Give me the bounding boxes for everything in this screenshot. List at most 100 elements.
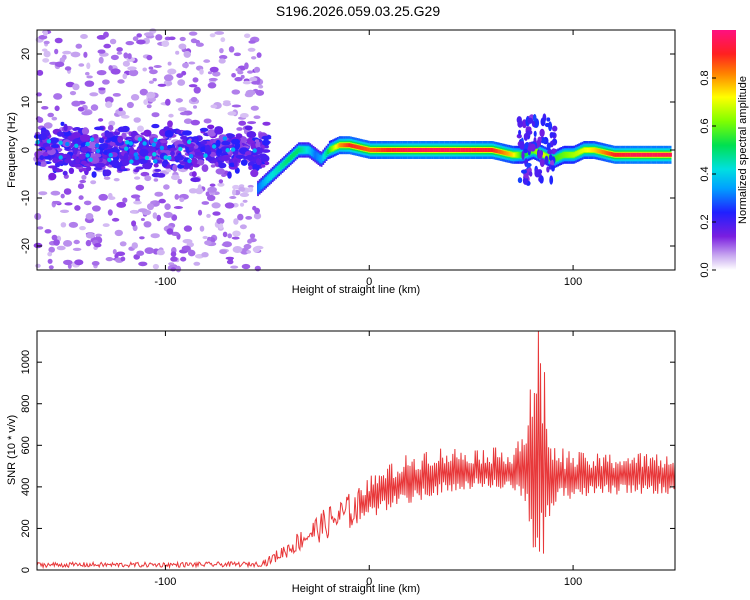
spectrogram-ridge-core xyxy=(635,152,637,157)
spectrogram-noise-cell xyxy=(252,205,257,211)
spectrogram-ridge-core xyxy=(291,154,293,159)
spectrogram-noise-cell xyxy=(202,235,208,240)
spectrogram-noise-cell xyxy=(103,176,111,180)
spectrogram-disturbance-cell xyxy=(539,128,545,138)
spectrogram-ridge-core xyxy=(292,153,294,157)
spectrogram-ridge-core xyxy=(463,148,466,152)
spectrogram-ridge-core xyxy=(323,154,325,159)
spectrogram-ridge-core xyxy=(614,152,616,157)
spectrogram-ridge-core xyxy=(364,146,367,151)
spectrogram-ridge-core xyxy=(411,148,413,152)
spectrogram-ridge-core xyxy=(454,148,456,152)
spectrogram-noise-cell xyxy=(36,69,44,76)
spectrogram-noise-cell xyxy=(157,83,167,87)
spectrogram-ridge-core xyxy=(380,148,383,152)
spectrogram-ridge-core xyxy=(665,152,667,157)
spectrogram-noise-cell xyxy=(42,58,50,63)
spectrogram-ridge-core xyxy=(408,148,411,152)
colorbar-tick-label: 0.6 xyxy=(699,118,711,133)
spectrogram-band-cell xyxy=(52,165,58,172)
spectrogram-noise-cell xyxy=(103,43,111,49)
spectrogram-noise-cell xyxy=(138,261,148,267)
spectrogram-band-peak xyxy=(167,155,172,161)
colorbar-gradient xyxy=(712,30,736,270)
spectrogram-noise-cell xyxy=(253,66,261,73)
spectrogram-ridge-core xyxy=(613,152,615,157)
spectrogram-band-cell xyxy=(63,123,68,132)
spectrogram-disturbance-cell xyxy=(548,154,553,161)
spectrogram-band-cell xyxy=(86,166,92,172)
spectrogram-noise-cell xyxy=(247,47,256,52)
spectrogram-noise-cell xyxy=(54,37,63,44)
spectrogram-ridge-core xyxy=(341,143,343,148)
spectrogram-noise-cell xyxy=(165,98,171,106)
spectrogram-ridge-core xyxy=(509,152,511,157)
spectrogram-ridge-core xyxy=(290,155,292,160)
spectrogram-ridge-core xyxy=(457,148,460,152)
spectrogram-noise-cell xyxy=(247,184,254,188)
spectrogram-noise-cell xyxy=(179,36,186,42)
spectrogram-ridge-core xyxy=(340,143,342,148)
spectrogram-noise-cell xyxy=(222,101,232,107)
spectrogram-band-peak xyxy=(137,137,143,142)
spectrogram-ridge-core xyxy=(462,148,464,152)
spectrogram-band-cell xyxy=(109,141,116,146)
spectrogram-ridge-core xyxy=(481,148,483,152)
spectrogram-band-cell xyxy=(254,139,260,143)
spectrogram-ridge-core xyxy=(324,152,326,157)
spectrogram-noise-cell xyxy=(239,202,245,207)
spectrogram-noise-cell xyxy=(117,79,125,84)
spectrogram-ridge-core xyxy=(543,153,545,158)
spectrogram-ridge-core xyxy=(370,148,373,152)
spectrogram-ridge-core xyxy=(447,148,450,152)
spectrogram-disturbance-cell xyxy=(546,166,550,173)
spectrogram-noise-cell xyxy=(170,251,177,257)
spectrogram-ridge-core xyxy=(572,152,575,157)
spectrogram-ridge-core xyxy=(274,170,276,175)
spectrogram-noise-cell xyxy=(144,247,155,255)
spectrogram-band-peak xyxy=(89,137,95,142)
colorbar-ticks: 0.0 0.2 0.4 0.6 0.8 xyxy=(699,70,716,278)
spectrogram-disturbance-cell xyxy=(540,137,547,144)
spectrogram-band-cell xyxy=(262,139,270,146)
spectrogram-ridge-core xyxy=(422,148,424,152)
spectrogram-noise-cell xyxy=(222,241,232,248)
spectrogram-ridge-core xyxy=(353,144,356,149)
spectrogram-band-cell xyxy=(58,160,64,164)
spectrogram-noise-cell xyxy=(180,256,187,262)
spectrogram-ridge-core xyxy=(649,152,652,157)
snr-y-tick-label: 200 xyxy=(20,519,32,537)
spectrogram-noise-cell xyxy=(256,52,262,58)
spectrogram-noise-cell xyxy=(165,167,172,173)
spectrogram-noise-cell xyxy=(83,51,88,58)
spectrogram-noise-cell xyxy=(166,228,174,235)
spectrogram-band-peak xyxy=(252,148,257,153)
spectrogram-noise-cell xyxy=(183,118,193,124)
spectrogram-ridge-core xyxy=(610,152,612,156)
spectrogram-band-cell xyxy=(52,157,59,164)
spectrogram-ridge-core xyxy=(465,148,467,152)
spectrogram-noise-cell xyxy=(245,89,256,96)
spectrogram-band-cell xyxy=(111,159,120,167)
spectrogram-band-cell xyxy=(120,165,125,170)
spectrogram-band-cell xyxy=(153,163,159,168)
spectrogram-noise-cell xyxy=(81,111,92,116)
spectrogram-ridge-core xyxy=(313,152,315,157)
spectrogram-noise-cell xyxy=(249,77,258,82)
spectrogram-noise-cell xyxy=(232,189,236,196)
spectrogram-ridge-core xyxy=(288,156,291,161)
spectrogram-noise-cell xyxy=(232,230,241,237)
spectrogram-ridge-core xyxy=(571,152,573,157)
spectrogram-noise-cell xyxy=(131,242,138,249)
spectrogram-noise-cell xyxy=(133,200,142,205)
spectrogram-ridge-core xyxy=(421,148,423,152)
spectrogram-band-cell xyxy=(254,147,264,154)
spectrogram-ridge-core xyxy=(438,148,440,152)
spectrogram-ridge-core xyxy=(598,149,600,154)
spectrogram-noise-cell xyxy=(69,91,77,96)
spectrogram-ridge-core xyxy=(296,149,298,154)
spectrogram-band-cell xyxy=(233,159,238,167)
spectrogram-ridge-core xyxy=(488,148,490,152)
spectrogram-band-cell xyxy=(78,154,86,160)
spectrogram-noise-cell xyxy=(71,100,81,107)
